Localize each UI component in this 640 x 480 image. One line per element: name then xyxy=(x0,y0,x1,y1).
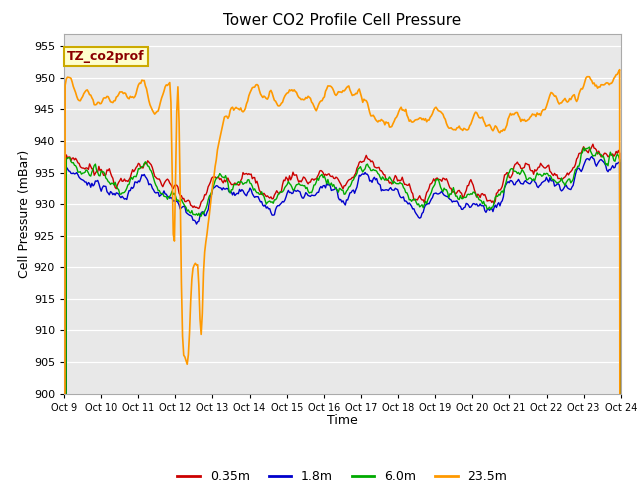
X-axis label: Time: Time xyxy=(327,414,358,427)
Legend: 0.35m, 1.8m, 6.0m, 23.5m: 0.35m, 1.8m, 6.0m, 23.5m xyxy=(172,465,513,480)
Title: Tower CO2 Profile Cell Pressure: Tower CO2 Profile Cell Pressure xyxy=(223,13,461,28)
Y-axis label: Cell Pressure (mBar): Cell Pressure (mBar) xyxy=(18,149,31,278)
Text: TZ_co2prof: TZ_co2prof xyxy=(67,50,145,63)
